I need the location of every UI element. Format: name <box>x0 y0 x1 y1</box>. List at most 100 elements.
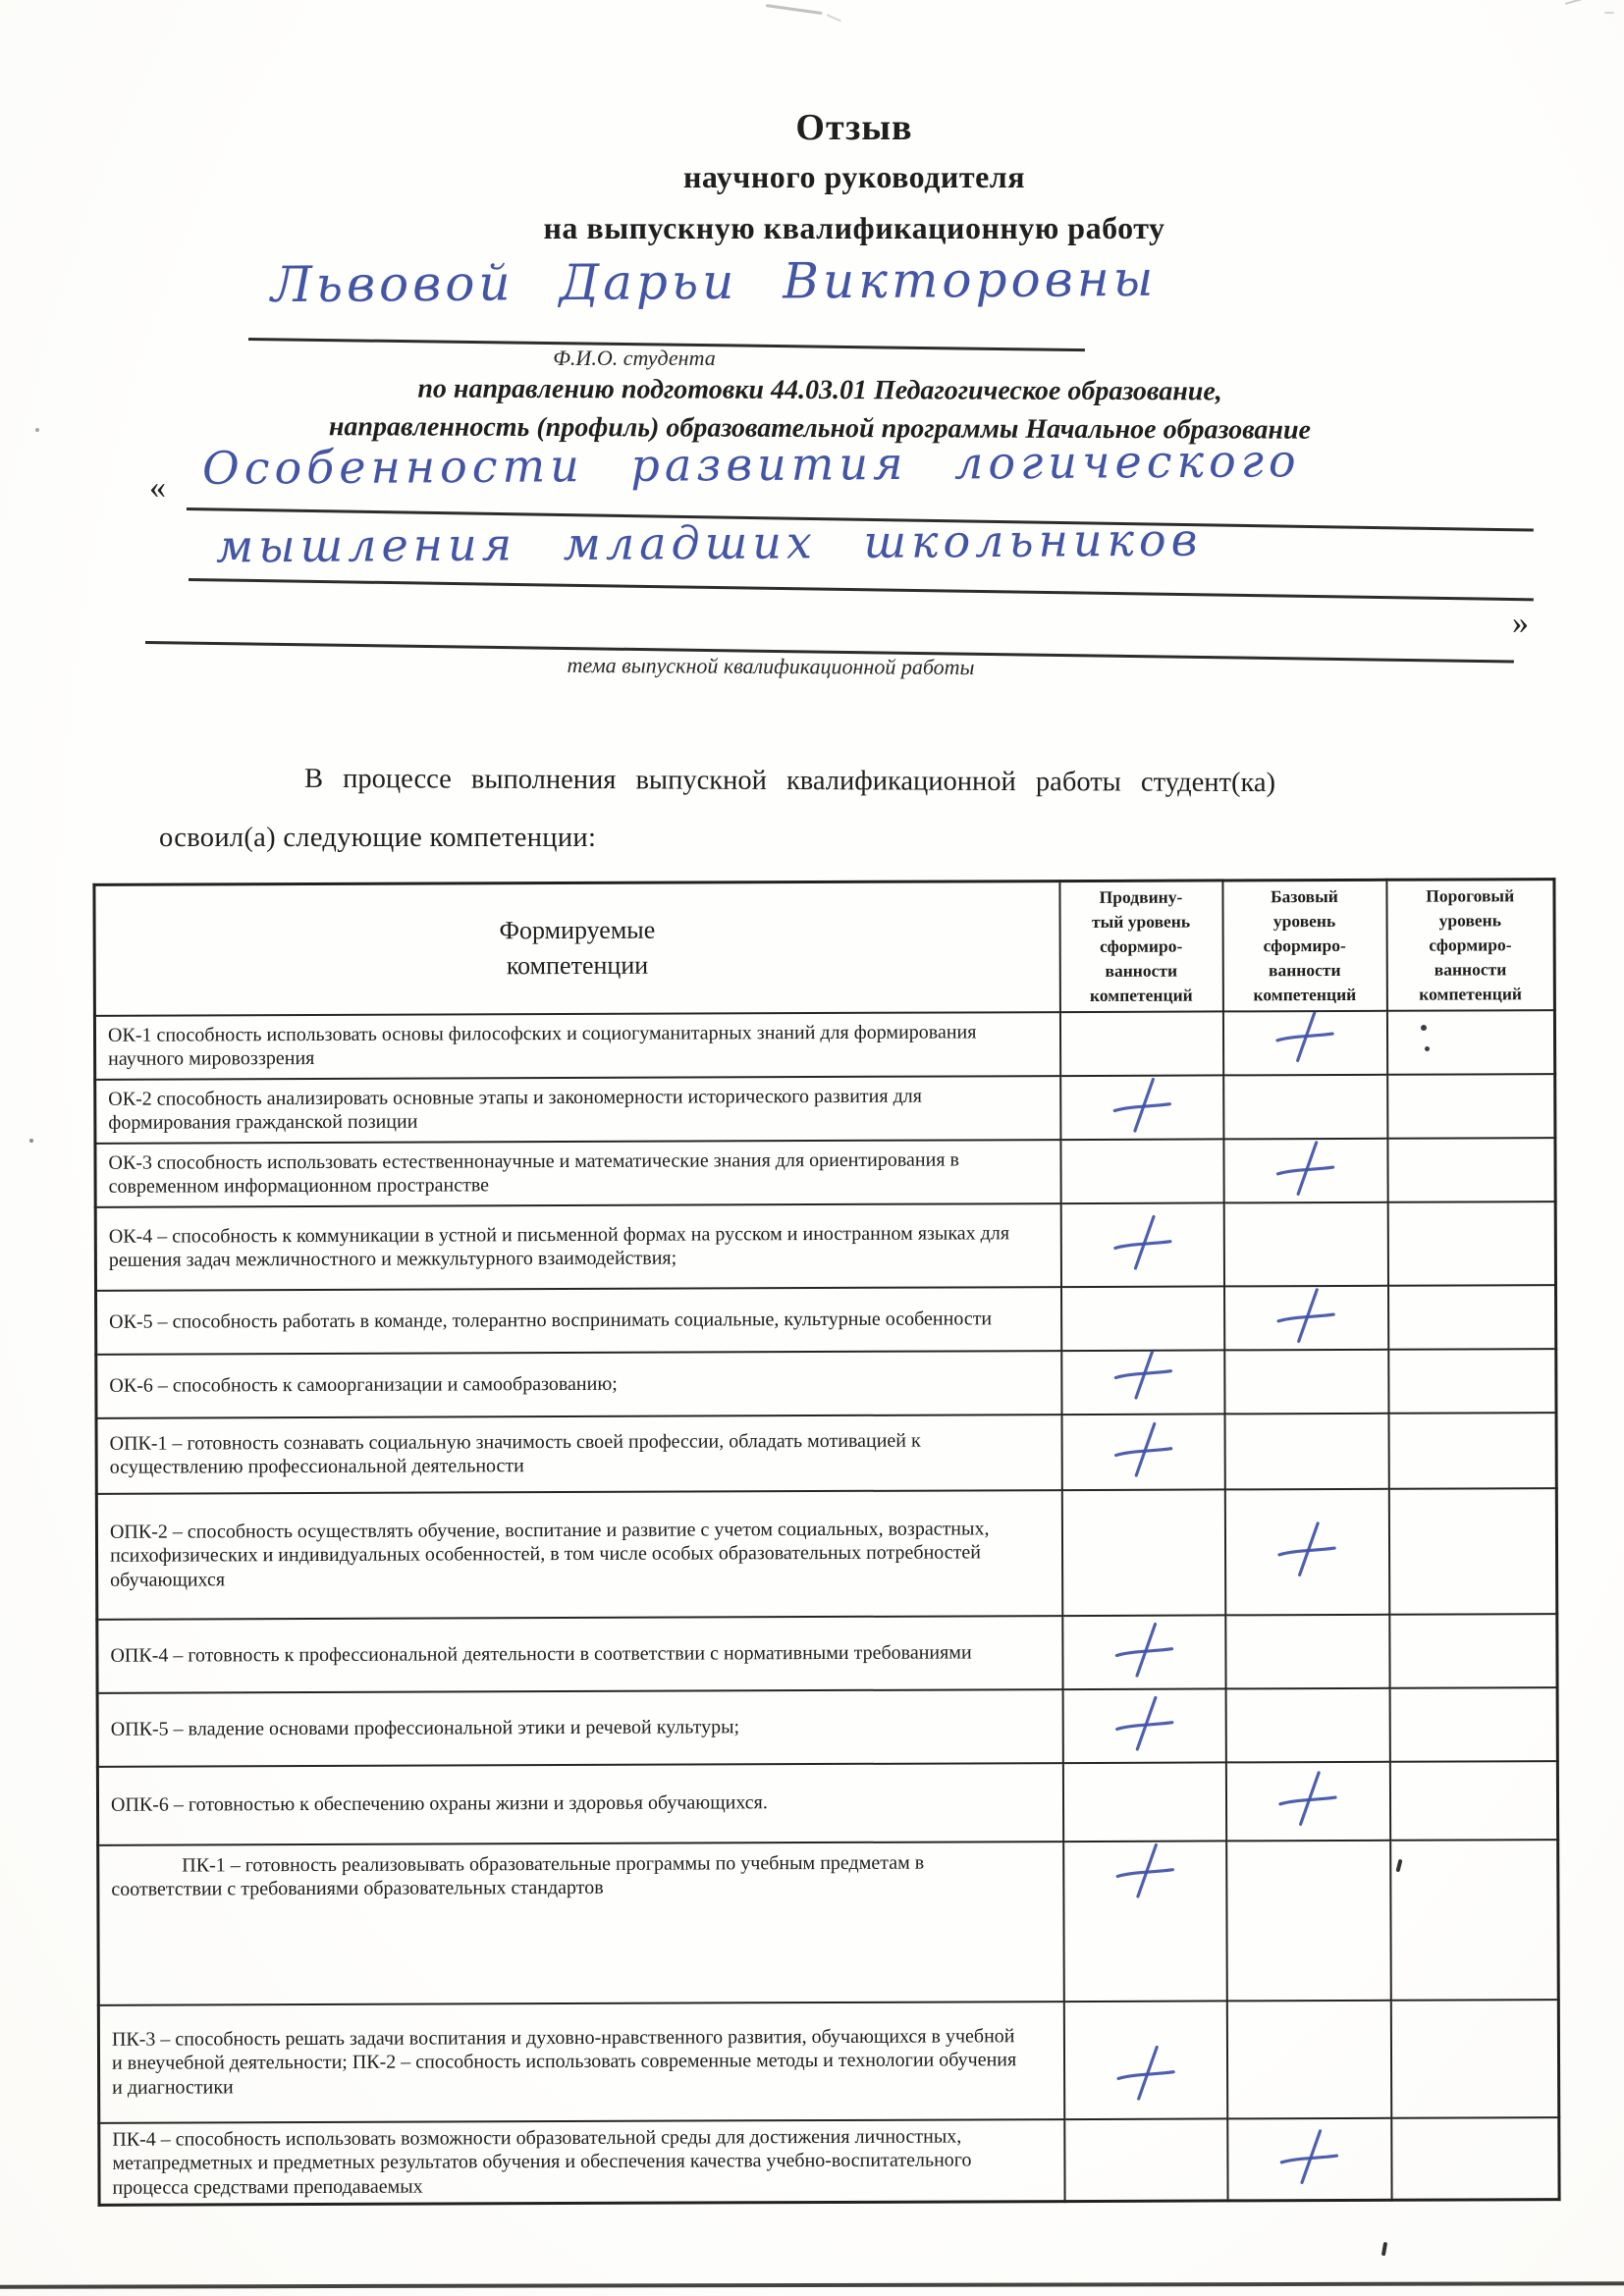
handwritten-check-mark <box>1114 1622 1173 1678</box>
competency-text: ОК-6 – способность к самоорганизации и с… <box>109 1372 618 1397</box>
competency-text-cell: ОПК-2 – способность осуществлять обучени… <box>96 1489 1062 1620</box>
handwritten-check-mark <box>1275 1010 1334 1062</box>
competency-text-cell: ПК-3 – способность решать задачи воспита… <box>98 2001 1064 2123</box>
competency-text-cell: ОК-2 способность анализировать основные … <box>94 1075 1060 1144</box>
level-cell-threshold <box>1386 1137 1556 1202</box>
competency-text: ПК-3 – способность решать задачи воспита… <box>111 2025 1017 2099</box>
competency-text: ОПК-5 – владение основами профессиональн… <box>110 1716 740 1740</box>
level-cell-basic <box>1224 1614 1390 1688</box>
intro-paragraph-line-2: освоил(а) следующие компетенции: <box>159 823 597 853</box>
level-cell-threshold <box>1387 1284 1556 1350</box>
competency-text: ОК-1 способность использовать основы фил… <box>107 1020 977 1070</box>
document-title-block: Отзыв научного руководителя на выпускную… <box>84 104 1624 253</box>
level-cell-threshold <box>1388 1487 1557 1615</box>
competency-row-ПК-4: ПК-4 – способность использовать возможно… <box>98 2116 1560 2206</box>
level-cell-basic <box>1222 1138 1388 1202</box>
competency-row-ОК-3: ОК-3 способность использовать естественн… <box>94 1137 1556 1207</box>
intro-paragraph-line-1: В процессе выполнения выпускной квалифик… <box>303 763 1276 799</box>
title-line-3: на выпускную квалификационную работу <box>543 210 1165 245</box>
level-cell-advanced <box>1062 1687 1226 1763</box>
level-cell-advanced <box>1063 2000 1227 2119</box>
level-cell-basic <box>1225 1840 1391 2001</box>
topic-handwritten-line-2: мышления младших школьников <box>215 512 1203 573</box>
level-cell-threshold <box>1386 1009 1555 1075</box>
competency-row-ОПК-6: ОПК-6 – готовностью к обеспечению охраны… <box>97 1760 1558 1845</box>
competency-row-ОПК-4: ОПК-4 – готовность к профессиональной де… <box>96 1613 1558 1693</box>
title-line-2: научного руководителя <box>682 159 1026 194</box>
competency-text-cell: ОПК-6 – готовностью к обеспечению охраны… <box>97 1762 1063 1845</box>
competency-row-ОК-2: ОК-2 способность анализировать основные … <box>94 1073 1555 1144</box>
level-cell-advanced <box>1063 2117 1228 2202</box>
level-cell-advanced <box>1060 1285 1224 1351</box>
header-cell-threshold-level: Пороговый уровень сформиро-ванности компете… <box>1385 879 1555 1011</box>
scan-artifact-smudge <box>826 14 842 23</box>
header-line: компетенций <box>1089 985 1193 1005</box>
competency-text-cell: ОК-6 – способность к самоорганизации и с… <box>95 1350 1062 1418</box>
competency-text-cell: ПК-1 – готовность реализовывать образова… <box>97 1841 1064 2005</box>
handwritten-check-mark <box>1115 1842 1174 1898</box>
header-line: уровень <box>1438 910 1502 931</box>
level-cell-threshold <box>1387 1348 1556 1414</box>
competency-row-ОПК-2: ОПК-2 – способность осуществлять обучени… <box>96 1487 1557 1620</box>
handwritten-check-mark <box>1278 1771 1337 1826</box>
close-quote: » <box>1512 605 1529 641</box>
competency-text: ОК-4 – способность к коммуникации в устн… <box>108 1221 1010 1271</box>
handwritten-check-mark <box>1112 1214 1171 1270</box>
level-cell-basic <box>1226 2117 1392 2201</box>
open-quote: « <box>149 469 166 506</box>
competency-table-header: Формируемые компетенции Продвину-тый урове… <box>93 879 1555 1016</box>
header-line: сформиро- <box>1429 934 1512 955</box>
header-line: компетенции <box>506 950 649 981</box>
level-cell-basic <box>1222 1010 1387 1075</box>
title-line-1: Отзыв <box>795 107 913 148</box>
header-line: ванности <box>1434 959 1507 980</box>
competency-text: ОПК-4 – готовность к профессиональной де… <box>110 1641 972 1667</box>
handwritten-check-mark <box>1276 1287 1335 1343</box>
competency-text: ОК-5 – способность работать в команде, т… <box>109 1308 993 1333</box>
level-cell-advanced <box>1060 1201 1224 1287</box>
handwritten-check-mark <box>1115 2045 1175 2101</box>
scan-artifact-tick <box>1380 2241 1387 2257</box>
header-line: Пороговый <box>1426 885 1515 906</box>
level-cell-basic <box>1223 1285 1388 1350</box>
handwritten-check-mark <box>1114 1695 1173 1751</box>
level-cell-basic <box>1225 1687 1390 1762</box>
competency-text: ОК-2 способность анализировать основные … <box>108 1085 922 1134</box>
handwritten-check-mark <box>1275 1140 1335 1196</box>
level-cell-basic <box>1223 1413 1389 1489</box>
competency-text: ОК-3 способность использовать естественн… <box>108 1148 960 1198</box>
competency-text-cell: ОПК-4 – готовность к профессиональной де… <box>96 1615 1063 1693</box>
level-cell-threshold <box>1387 1201 1556 1286</box>
level-cell-advanced <box>1059 1138 1224 1203</box>
handwritten-check-mark <box>1113 1421 1172 1477</box>
level-cell-advanced <box>1059 1074 1223 1140</box>
topic-caption: тема выпускной квалификационной работы <box>567 652 975 680</box>
level-cell-advanced <box>1060 1349 1224 1415</box>
scan-artifact-smudge <box>1564 0 1591 5</box>
level-cell-threshold <box>1388 1613 1558 1688</box>
scan-artifact-ink-dot <box>35 428 39 432</box>
competency-row-ОПК-5: ОПК-5 – владение основами профессиональн… <box>97 1686 1558 1767</box>
level-cell-advanced <box>1061 1413 1225 1490</box>
handwritten-check-mark <box>1277 1522 1336 1576</box>
competency-row-ОК-5: ОК-5 – способность работать в команде, т… <box>95 1284 1556 1355</box>
level-cell-threshold <box>1390 1999 1559 2118</box>
level-cell-threshold <box>1389 1686 1558 1762</box>
header-line: компетенций <box>1253 984 1357 1005</box>
header-line: ванности <box>1105 960 1178 981</box>
competency-text: ОПК-1 – готовность сознавать социальную … <box>109 1429 921 1478</box>
student-name-caption: Ф.И.О. студента <box>553 346 716 370</box>
competency-text-cell: ОПК-5 – владение основами профессиональн… <box>97 1688 1063 1767</box>
student-name-handwritten: Львовой Дарьи Викторовны <box>270 249 1158 314</box>
scan-artifact-ink-dot <box>29 1139 33 1143</box>
competency-row-ОК-4: ОК-4 – способность к коммуникации в устн… <box>95 1201 1556 1291</box>
competency-row-ПК-3/ПК-2: ПК-3 – способность решать задачи воспита… <box>98 1999 1559 2123</box>
competency-text-cell: ОК-1 способность использовать основы фил… <box>94 1011 1060 1080</box>
level-cell-advanced <box>1062 1761 1226 1842</box>
handwritten-check-mark <box>1113 1349 1172 1400</box>
level-cell-threshold <box>1386 1073 1555 1139</box>
header-line: уровень <box>1272 910 1336 931</box>
level-cell-advanced <box>1062 1840 1227 2002</box>
header-line: ванности <box>1268 959 1341 981</box>
